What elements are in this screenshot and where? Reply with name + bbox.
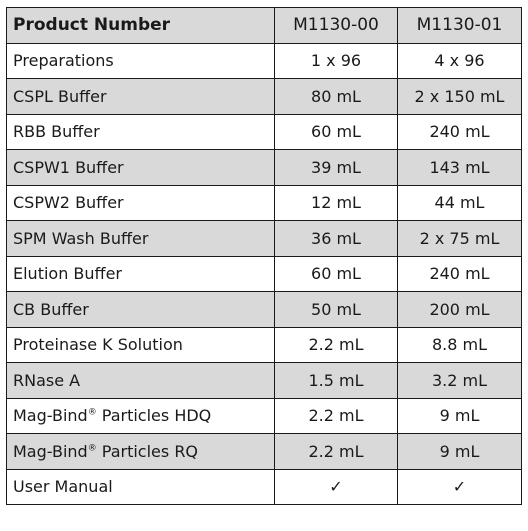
registered-mark: ® [87, 443, 97, 454]
header-col-a: M1130-00 [274, 7, 398, 44]
row-label: CSPW1 Buffer [6, 149, 275, 186]
check-mark-icon: ✓ [397, 468, 522, 505]
row-label: Proteinase K Solution [6, 326, 275, 363]
table-row: Elution Buffer 60 mL 240 mL [6, 255, 522, 292]
row-value-a: 60 mL [274, 255, 398, 292]
row-label: CSPL Buffer [6, 78, 275, 115]
table-row: CSPW1 Buffer 39 mL 143 mL [6, 149, 522, 186]
row-value-b: 240 mL [397, 113, 522, 150]
kit-contents-table: Product Number M1130-00 M1130-01 Prepara… [6, 7, 522, 505]
row-label: CB Buffer [6, 291, 275, 328]
header-row: Product Number M1130-00 M1130-01 [6, 7, 522, 44]
row-value-a: 39 mL [274, 149, 398, 186]
row-label-suffix: Particles HDQ [96, 406, 212, 426]
row-value-b: 9 mL [397, 397, 522, 434]
row-value-a: 60 mL [274, 113, 398, 150]
row-label: Elution Buffer [6, 255, 275, 292]
row-value-a: 2.2 mL [274, 397, 398, 434]
row-value-b: 44 mL [397, 184, 522, 221]
header-product-number: Product Number [6, 7, 275, 44]
row-value-b: 2 x 150 mL [397, 78, 522, 115]
row-value-b: 4 x 96 [397, 42, 522, 79]
row-value-b: 3.2 mL [397, 362, 522, 399]
row-label: Preparations [6, 42, 275, 79]
table-row: Proteinase K Solution 2.2 mL 8.8 mL [6, 326, 522, 363]
row-label: RNase A [6, 362, 275, 399]
row-label: Mag-Bind® Particles HDQ [6, 397, 275, 434]
row-value-b: 2 x 75 mL [397, 220, 522, 257]
row-label-base: Mag-Bind [13, 441, 88, 461]
row-value-b: 8.8 mL [397, 326, 522, 363]
row-value-b: 143 mL [397, 149, 522, 186]
registered-mark: ® [87, 407, 97, 418]
row-value-a: 2.2 mL [274, 326, 398, 363]
row-value-a: 12 mL [274, 184, 398, 221]
row-value-a: 36 mL [274, 220, 398, 257]
row-label-suffix: Particles RQ [96, 441, 199, 461]
table-row: RNase A 1.5 mL 3.2 mL [6, 362, 522, 399]
row-value-a: 1.5 mL [274, 362, 398, 399]
table-row: RBB Buffer 60 mL 240 mL [6, 113, 522, 150]
row-value-b: 200 mL [397, 291, 522, 328]
row-label: Mag-Bind® Particles RQ [6, 433, 275, 470]
row-value-a: 1 x 96 [274, 42, 398, 79]
row-label: CSPW2 Buffer [6, 184, 275, 221]
row-value-b: 9 mL [397, 433, 522, 470]
table-row: User Manual ✓ ✓ [6, 468, 522, 505]
table-row: CB Buffer 50 mL 200 mL [6, 291, 522, 328]
table-row: Mag-Bind® Particles HDQ 2.2 mL 9 mL [6, 397, 522, 434]
table-row: CSPW2 Buffer 12 mL 44 mL [6, 184, 522, 221]
row-value-a: 2.2 mL [274, 433, 398, 470]
table-row: Mag-Bind® Particles RQ 2.2 mL 9 mL [6, 433, 522, 470]
row-value-b: 240 mL [397, 255, 522, 292]
table-row: CSPL Buffer 80 mL 2 x 150 mL [6, 78, 522, 115]
row-value-a: 50 mL [274, 291, 398, 328]
table-row: SPM Wash Buffer 36 mL 2 x 75 mL [6, 220, 522, 257]
header-col-b: M1130-01 [397, 7, 522, 44]
row-label: RBB Buffer [6, 113, 275, 150]
row-value-a: 80 mL [274, 78, 398, 115]
table-row: Preparations 1 x 96 4 x 96 [6, 42, 522, 79]
row-label: SPM Wash Buffer [6, 220, 275, 257]
row-label: User Manual [6, 468, 275, 505]
row-label-base: Mag-Bind [13, 406, 88, 426]
check-mark-icon: ✓ [274, 468, 398, 505]
